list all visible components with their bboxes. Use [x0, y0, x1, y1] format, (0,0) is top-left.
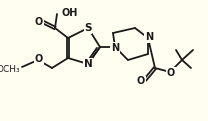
Text: S: S [84, 23, 92, 33]
Text: OCH₃: OCH₃ [0, 64, 20, 73]
Text: O: O [35, 17, 43, 27]
Text: N: N [84, 59, 92, 69]
Text: N: N [111, 43, 119, 53]
Text: O: O [35, 54, 43, 64]
Text: O: O [137, 76, 145, 86]
Text: OH: OH [62, 8, 78, 18]
Text: O: O [167, 68, 175, 78]
Text: N: N [145, 32, 153, 42]
